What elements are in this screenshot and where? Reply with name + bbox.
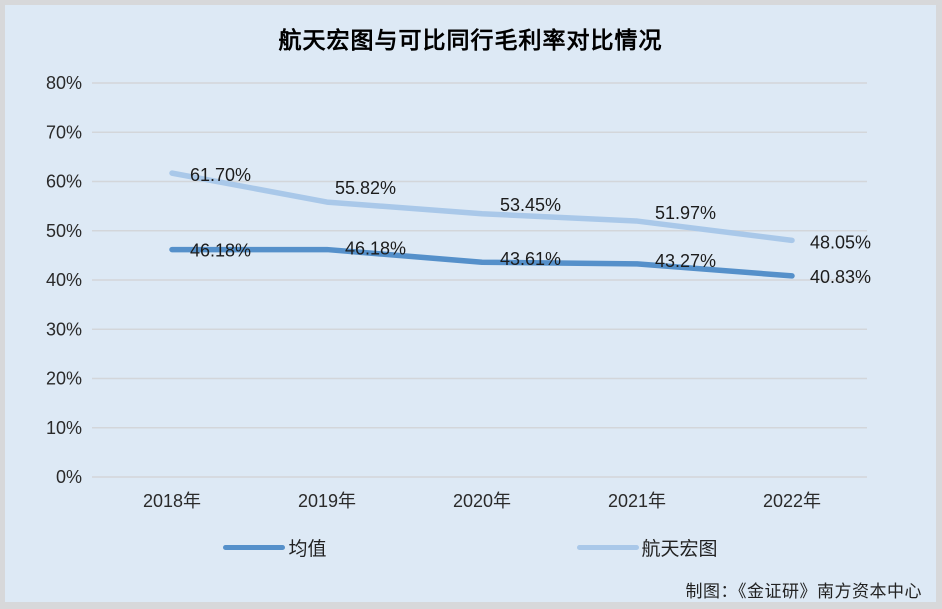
data-point-label: 61.70% [190, 165, 251, 185]
piesat-series-line [169, 170, 795, 244]
y-axis-tick-label: 10% [46, 418, 82, 438]
legend: 均值 航天宏图 [5, 534, 936, 561]
x-axis-tick-label: 2022年 [763, 491, 821, 511]
line-chart: 0% 10% 20% 30% 40% 50% 60% 70% 80% 2018年 2019年 2020… [46, 73, 871, 511]
y-axis-tick-label: 70% [46, 122, 82, 142]
y-axis-tick-label: 20% [46, 369, 82, 389]
mean-line-marker-icon [223, 545, 286, 550]
y-axis-tick-label: 50% [46, 221, 82, 241]
data-point-label: 43.61% [500, 249, 561, 269]
y-axis-tick-label: 30% [46, 319, 82, 339]
piesat-line-marker-icon [576, 545, 639, 550]
y-axis-tick-label: 80% [46, 73, 82, 93]
data-point-label: 46.18% [345, 239, 406, 259]
mean-series-line [169, 246, 795, 279]
x-axis-tick-label: 2020年 [453, 491, 511, 511]
chart-panel: 航天宏图与可比同行毛利率对比情况 0% 10% 20% 30% 40% 50% 60% 70%… [5, 5, 936, 602]
x-axis-tick-label: 2021年 [608, 491, 666, 511]
legend-label-piesat: 航天宏图 [641, 539, 718, 560]
y-axis-tick-label: 40% [46, 270, 82, 290]
y-axis-tick-label: 0% [56, 467, 82, 487]
legend-label-mean: 均值 [288, 539, 327, 560]
chart-title: 航天宏图与可比同行毛利率对比情况 [278, 27, 663, 53]
data-point-label: 53.45% [500, 195, 561, 215]
data-point-label: 48.05% [810, 232, 871, 252]
data-point-label: 55.82% [335, 178, 396, 198]
x-axis-tick-label: 2018年 [143, 491, 201, 511]
legend-item-mean: 均值 [223, 534, 327, 561]
data-point-label: 51.97% [655, 203, 716, 223]
y-axis-tick-label: 60% [46, 172, 82, 192]
data-point-label: 40.83% [810, 267, 871, 287]
data-point-label: 43.27% [655, 251, 716, 271]
data-point-label: 46.18% [190, 241, 251, 261]
legend-item-piesat: 航天宏图 [576, 534, 718, 561]
x-axis-tick-label: 2019年 [298, 491, 356, 511]
credit-text: 制图：《金证研》南方资本中心 [685, 582, 922, 601]
